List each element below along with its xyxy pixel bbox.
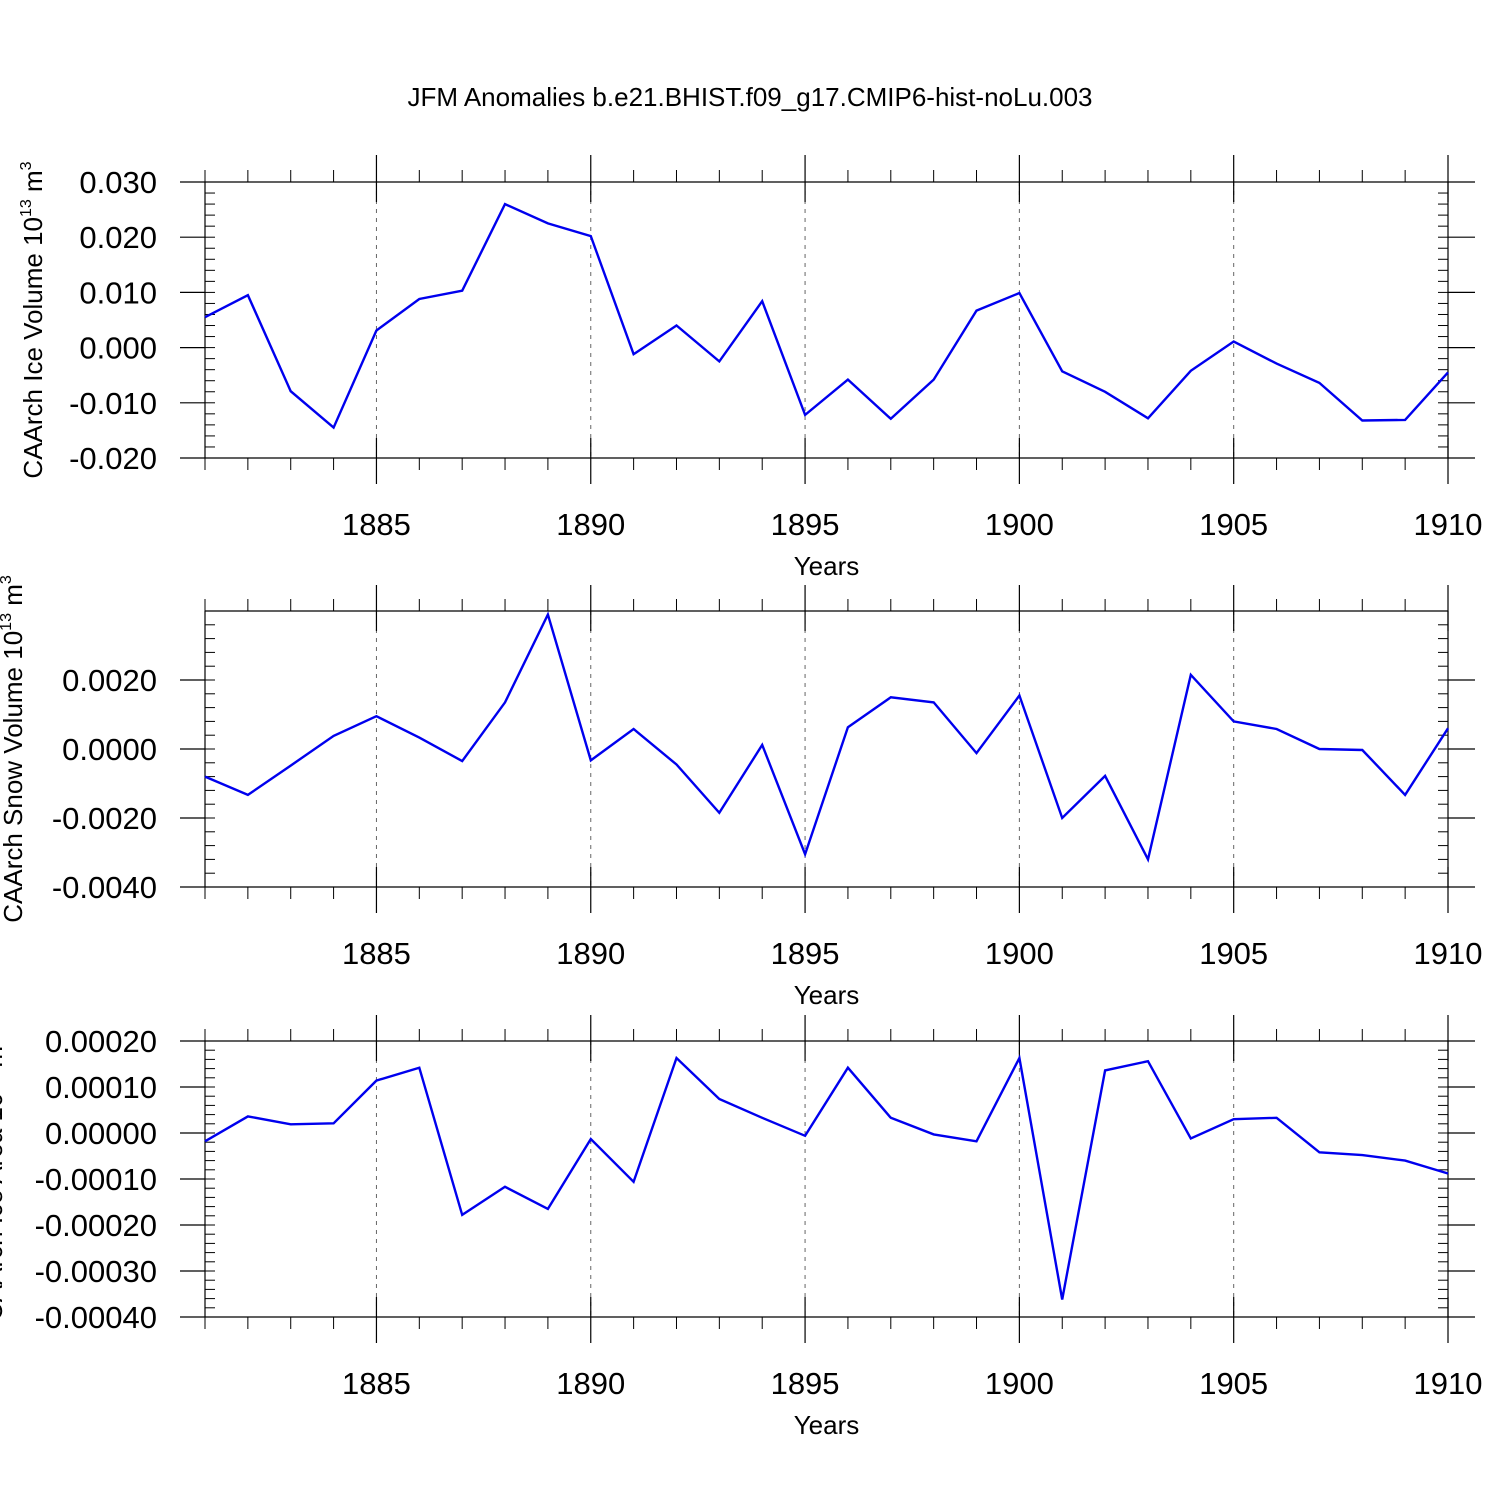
- x-tick-label: 1895: [771, 507, 840, 542]
- y-tick-label: 0.00020: [45, 1024, 157, 1059]
- y-tick-label: 0.00000: [45, 1116, 157, 1151]
- y-tick-label: 0.010: [79, 275, 157, 310]
- x-tick-label: 1905: [1199, 936, 1268, 971]
- y-tick-label: -0.00040: [35, 1300, 157, 1335]
- y-axis-title: CAArch Snow Volume 1013 m3: [0, 575, 28, 923]
- x-tick-label: 1900: [985, 507, 1054, 542]
- y-tick-label: -0.00010: [35, 1162, 157, 1197]
- series-line: [204, 611, 1450, 863]
- x-tick-label: 1910: [1414, 1366, 1483, 1401]
- x-tick-label: 1910: [1414, 936, 1483, 971]
- chart-panel-3: -0.00040 -0.00030 -0.00020 -0.00010 0.00000 0…: [0, 1015, 1482, 1440]
- x-tick-label: 1905: [1199, 1366, 1268, 1401]
- chart-panel-2: -0.0040 -0.0020 0.0000 0.0020 1885 1890 1895 19…: [0, 575, 1482, 1010]
- y-tick-label: 0.030: [79, 165, 157, 200]
- x-tick-label: 1905: [1199, 507, 1268, 542]
- y-tick-label: 0.020: [79, 220, 157, 255]
- series-line: [204, 202, 1449, 430]
- y-axis-title: CAArch Ice Area 1013 m2: [0, 1037, 8, 1321]
- y-tick-label: -0.020: [69, 441, 157, 476]
- x-tick-label: 1890: [556, 507, 625, 542]
- x-axis-title: Years: [794, 1410, 860, 1440]
- x-tick-label: 1885: [342, 507, 411, 542]
- page-title: JFM Anomalies b.e21.BHIST.f09_g17.CMIP6-…: [407, 82, 1093, 112]
- x-tick-label: 1900: [985, 936, 1054, 971]
- y-tick-label: -0.0040: [52, 870, 157, 905]
- x-axis-title: Years: [794, 980, 860, 1010]
- x-tick-label: 1885: [342, 1366, 411, 1401]
- x-tick-label: 1885: [342, 936, 411, 971]
- y-tick-label: -0.00020: [35, 1208, 157, 1243]
- y-tick-label: -0.0020: [52, 801, 157, 836]
- y-tick-label: 0.0000: [62, 732, 157, 767]
- x-tick-label: 1895: [771, 936, 840, 971]
- x-tick-label: 1910: [1414, 507, 1483, 542]
- y-tick-label: -0.00030: [35, 1254, 157, 1289]
- y-axis-title: CAArch Ice Volume 1013 m3: [18, 161, 48, 478]
- x-tick-label: 1900: [985, 1366, 1054, 1401]
- y-tick-label: 0.0020: [62, 663, 157, 698]
- y-tick-label: -0.010: [69, 386, 157, 421]
- chart-panel-1: -0.020 -0.010 0.000 0.010 0.020 0.030 1885 1890…: [18, 155, 1482, 581]
- x-axis-title: Years: [794, 551, 860, 581]
- x-tick-label: 1890: [556, 1366, 625, 1401]
- series-line: [204, 1054, 1449, 1300]
- x-tick-label: 1890: [556, 936, 625, 971]
- y-tick-label: 0.000: [79, 331, 157, 366]
- x-tick-label: 1895: [771, 1366, 840, 1401]
- y-tick-label: 0.00010: [45, 1070, 157, 1105]
